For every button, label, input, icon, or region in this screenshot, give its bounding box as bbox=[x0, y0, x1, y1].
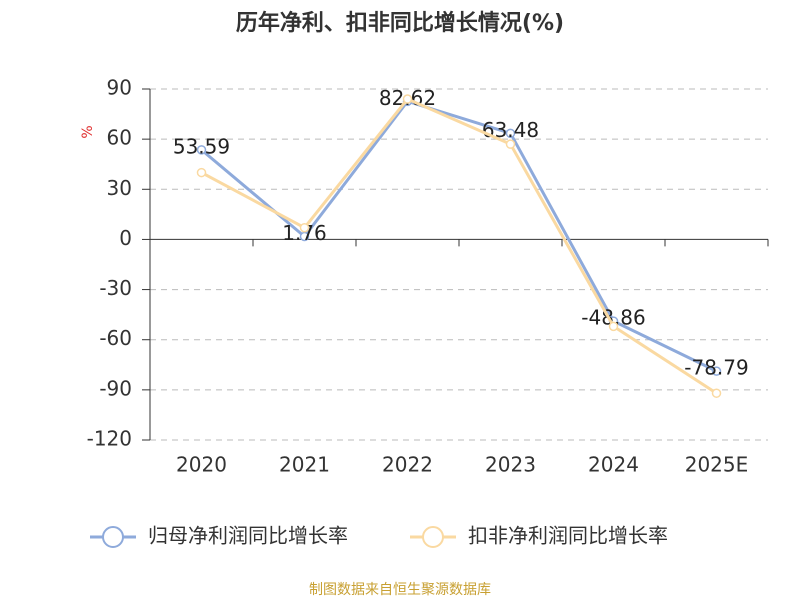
x-tick-label: 2024 bbox=[588, 453, 639, 477]
y-tick-label: -30 bbox=[99, 276, 132, 300]
y-tick-label: 0 bbox=[119, 226, 132, 250]
legend-label[interactable]: 归母净利润同比增长率 bbox=[148, 524, 348, 548]
x-tick-label: 2021 bbox=[279, 453, 330, 477]
data-point bbox=[505, 139, 516, 149]
series-line bbox=[200, 99, 718, 373]
legend-marker[interactable] bbox=[102, 526, 124, 548]
data-label: -78.79 bbox=[684, 356, 748, 380]
data-label: 63.48 bbox=[482, 118, 539, 142]
y-axis-label: % bbox=[80, 125, 96, 138]
data-point bbox=[196, 167, 207, 178]
x-tick-label: 2025E bbox=[685, 453, 749, 477]
y-tick-label: 30 bbox=[107, 176, 132, 200]
data-point bbox=[196, 145, 207, 155]
data-point bbox=[402, 94, 413, 104]
data-point bbox=[299, 222, 310, 233]
y-tick-label: 60 bbox=[107, 126, 132, 150]
chart-title: 历年净利、扣非同比增长情况(%) bbox=[236, 10, 564, 36]
data-point bbox=[299, 231, 310, 242]
y-tick-label: 90 bbox=[107, 76, 132, 100]
x-tick-label: 2020 bbox=[176, 453, 227, 477]
source-note: 制图数据来自恒生聚源数据库 bbox=[309, 582, 491, 598]
data-point bbox=[608, 321, 619, 332]
data-point bbox=[711, 366, 722, 376]
x-tick-label: 2022 bbox=[382, 453, 433, 477]
x-tick-label: 2023 bbox=[485, 453, 536, 477]
y-tick-label: -90 bbox=[99, 376, 132, 400]
data-point bbox=[505, 128, 516, 139]
legend-marker[interactable] bbox=[422, 526, 444, 548]
legend-label[interactable]: 扣非净利润同比增长率 bbox=[468, 524, 668, 548]
data-label: 53.59 bbox=[173, 134, 230, 158]
series-line bbox=[200, 97, 718, 395]
y-tick-label: -120 bbox=[87, 427, 132, 451]
y-tick-label: -60 bbox=[99, 326, 132, 350]
data-point bbox=[711, 388, 722, 398]
